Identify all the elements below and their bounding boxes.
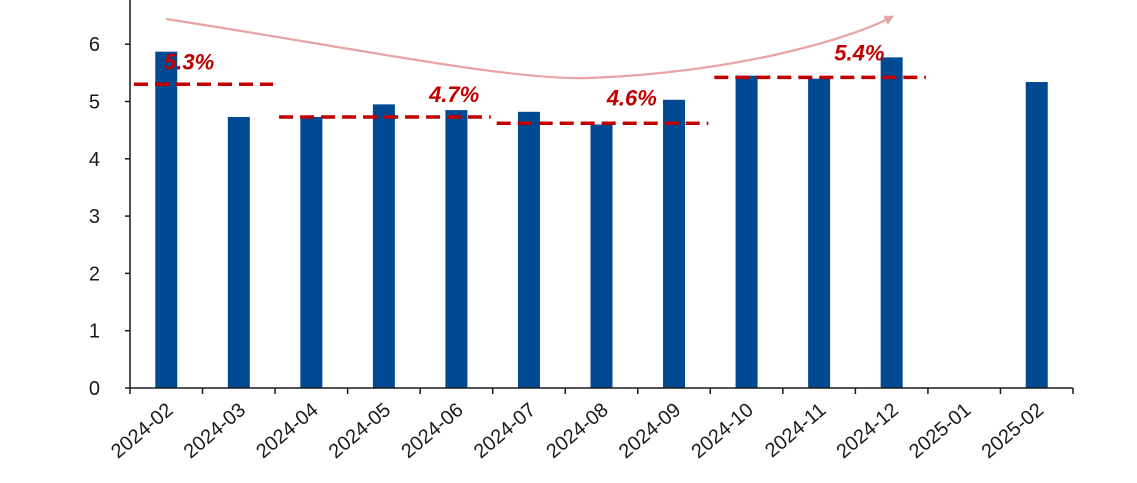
bar-2024-04 bbox=[300, 116, 323, 388]
bar-2024-05 bbox=[372, 104, 395, 389]
x-tick-label: 2024-05 bbox=[325, 399, 395, 463]
average-label-1: 5.3% bbox=[164, 49, 214, 74]
bar-2024-06 bbox=[445, 110, 468, 388]
bar-2024-02 bbox=[155, 51, 178, 389]
x-tick-label: 2024-04 bbox=[252, 399, 322, 463]
x-tick-label: 2024-06 bbox=[397, 399, 467, 463]
y-tick-label: 6 bbox=[89, 34, 100, 56]
x-tick-label: 2024-09 bbox=[615, 399, 685, 463]
x-tick-label: 2024-12 bbox=[832, 399, 902, 463]
bar-2024-12 bbox=[880, 57, 903, 389]
y-tick-label: 1 bbox=[89, 321, 100, 343]
bar-2024-08 bbox=[590, 124, 613, 389]
bar-2025-02 bbox=[1025, 82, 1048, 388]
bar-2024-07 bbox=[517, 111, 540, 389]
x-tick-label: 2024-10 bbox=[687, 399, 757, 463]
y-tick-label: 2 bbox=[89, 263, 100, 285]
trend-arrow bbox=[166, 15, 895, 80]
average-label-4: 5.4% bbox=[834, 40, 884, 65]
bar-2024-11 bbox=[808, 78, 831, 388]
y-tick-label: 0 bbox=[89, 378, 100, 400]
y-tick-label: 4 bbox=[89, 149, 100, 171]
bar-2024-10 bbox=[735, 75, 758, 388]
bar-2024-09 bbox=[663, 99, 686, 388]
x-tick-label: 2024-11 bbox=[761, 399, 830, 462]
x-tick-label: 2025-02 bbox=[978, 399, 1048, 463]
x-tick-label: 2025-01 bbox=[905, 399, 975, 463]
x-tick-label: 2024-02 bbox=[107, 399, 177, 463]
average-label-3: 4.6% bbox=[606, 85, 657, 110]
x-tick-label: 2024-07 bbox=[470, 399, 540, 463]
x-tick-label: 2024-08 bbox=[542, 399, 612, 463]
x-tick-label: 2024-03 bbox=[180, 399, 250, 463]
y-tick-label: 5 bbox=[89, 92, 100, 114]
average-label-2: 4.7% bbox=[428, 82, 479, 107]
bar-2024-03 bbox=[227, 116, 250, 388]
y-tick-label: 3 bbox=[89, 206, 100, 228]
